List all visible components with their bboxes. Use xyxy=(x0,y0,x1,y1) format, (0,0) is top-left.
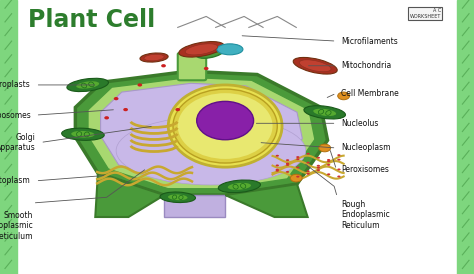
Ellipse shape xyxy=(296,176,300,178)
Text: Ribosomes: Ribosomes xyxy=(0,111,31,119)
Text: Smooth
Endoplasmic
Reticulum: Smooth Endoplasmic Reticulum xyxy=(0,211,33,241)
FancyBboxPatch shape xyxy=(178,53,206,80)
Text: Cell Membrane: Cell Membrane xyxy=(341,89,399,98)
Polygon shape xyxy=(225,184,308,217)
Text: A C
WORKSHEET: A C WORKSHEET xyxy=(410,8,441,19)
Text: Microfilaments: Microfilaments xyxy=(341,37,398,45)
Ellipse shape xyxy=(228,183,251,190)
Ellipse shape xyxy=(306,162,310,164)
Text: Plant Cell: Plant Cell xyxy=(28,8,155,32)
Text: Nucleoplasm: Nucleoplasm xyxy=(341,144,391,152)
Ellipse shape xyxy=(168,85,282,167)
Ellipse shape xyxy=(313,109,336,116)
Ellipse shape xyxy=(317,165,320,167)
Ellipse shape xyxy=(275,164,279,166)
Text: Nucleolus: Nucleolus xyxy=(341,119,379,128)
Ellipse shape xyxy=(104,116,109,119)
Polygon shape xyxy=(88,77,315,189)
Ellipse shape xyxy=(337,176,340,178)
Ellipse shape xyxy=(337,92,349,100)
Ellipse shape xyxy=(317,157,320,159)
Ellipse shape xyxy=(296,156,300,158)
Ellipse shape xyxy=(67,78,109,92)
Ellipse shape xyxy=(144,54,164,61)
Ellipse shape xyxy=(175,108,180,111)
Ellipse shape xyxy=(116,116,306,185)
Text: Mitochondria: Mitochondria xyxy=(341,61,392,70)
Ellipse shape xyxy=(71,131,95,138)
Polygon shape xyxy=(100,83,302,182)
Ellipse shape xyxy=(300,60,331,72)
Ellipse shape xyxy=(173,89,277,163)
Ellipse shape xyxy=(306,153,310,155)
Ellipse shape xyxy=(204,67,209,70)
Polygon shape xyxy=(75,71,328,195)
Ellipse shape xyxy=(219,180,260,193)
Polygon shape xyxy=(95,173,164,217)
Ellipse shape xyxy=(196,45,226,58)
Ellipse shape xyxy=(304,106,346,119)
Ellipse shape xyxy=(275,170,279,172)
Ellipse shape xyxy=(62,128,104,140)
Ellipse shape xyxy=(179,42,224,57)
Ellipse shape xyxy=(306,170,310,172)
Ellipse shape xyxy=(275,169,279,171)
Text: Cytoplasm: Cytoplasm xyxy=(0,176,31,185)
Text: Golgi
Apparatus: Golgi Apparatus xyxy=(0,133,36,152)
Ellipse shape xyxy=(286,163,289,165)
Ellipse shape xyxy=(319,144,331,152)
Ellipse shape xyxy=(76,81,99,89)
Ellipse shape xyxy=(185,44,218,55)
Ellipse shape xyxy=(293,58,337,74)
Ellipse shape xyxy=(178,93,273,159)
Polygon shape xyxy=(164,195,225,217)
Ellipse shape xyxy=(296,167,300,169)
Text: Rough
Endoplasmic
Reticulum: Rough Endoplasmic Reticulum xyxy=(341,200,390,230)
Ellipse shape xyxy=(286,171,289,173)
Ellipse shape xyxy=(306,173,310,175)
Ellipse shape xyxy=(337,154,340,156)
Ellipse shape xyxy=(286,159,289,161)
Ellipse shape xyxy=(161,64,166,67)
Ellipse shape xyxy=(327,164,330,166)
Ellipse shape xyxy=(197,101,254,140)
Ellipse shape xyxy=(317,167,320,169)
Ellipse shape xyxy=(317,169,320,171)
Ellipse shape xyxy=(137,83,142,87)
Ellipse shape xyxy=(123,108,128,111)
Ellipse shape xyxy=(140,53,168,62)
Ellipse shape xyxy=(327,159,330,161)
Bar xyxy=(0,0,17,274)
Ellipse shape xyxy=(296,158,300,160)
Ellipse shape xyxy=(160,192,195,202)
Ellipse shape xyxy=(286,164,289,166)
Ellipse shape xyxy=(114,97,118,100)
Ellipse shape xyxy=(327,173,330,175)
Ellipse shape xyxy=(290,174,302,182)
Ellipse shape xyxy=(337,159,340,161)
Text: Peroxisomes: Peroxisomes xyxy=(341,165,389,174)
Ellipse shape xyxy=(327,160,330,162)
Ellipse shape xyxy=(275,155,279,157)
Ellipse shape xyxy=(217,44,243,55)
Ellipse shape xyxy=(168,194,188,200)
Text: Chloroplasts: Chloroplasts xyxy=(0,81,31,89)
Ellipse shape xyxy=(337,169,340,170)
Bar xyxy=(457,0,474,274)
